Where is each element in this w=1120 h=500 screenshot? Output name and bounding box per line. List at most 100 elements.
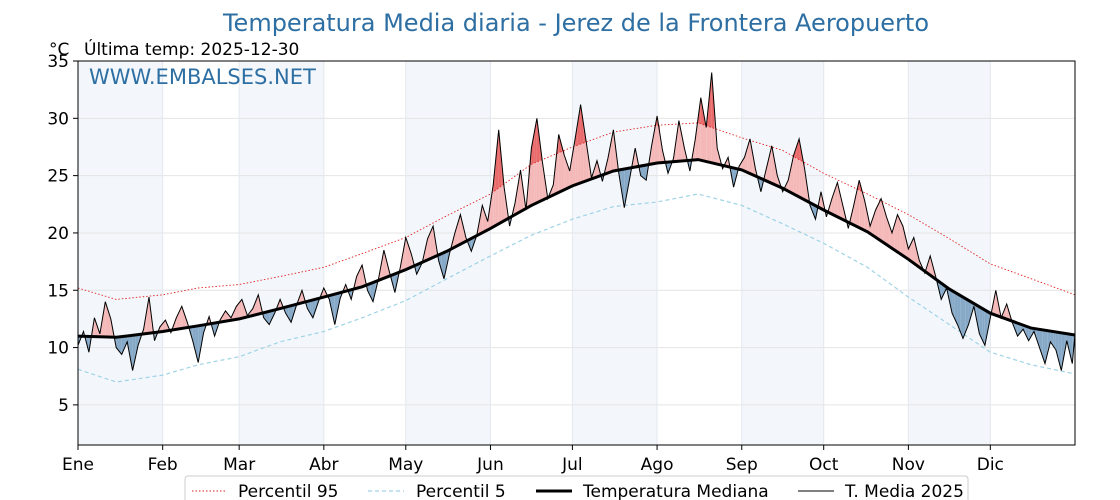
warm-anomaly-fill [105,301,109,338]
warm-anomaly-fill [749,138,753,175]
cold-anomaly-fill [1028,327,1032,341]
warm-anomaly-fill [594,160,597,178]
y-tick-label: 25 [47,167,69,187]
cold-anomaly-fill [952,290,955,319]
warm-anomaly-fill [913,237,917,266]
warm-anomaly-fill [911,237,914,264]
warm-anomaly-fill [506,206,510,227]
warm-anomaly-fill [433,226,436,258]
cold-anomaly-fill [118,336,122,355]
y-axis-ticks: 5 10 15 20 25 30 35 [47,52,78,416]
warm-anomaly-fill [859,180,862,230]
warm-anomaly-fill [241,299,245,319]
warm-anomaly-fill [853,192,857,227]
y-tick-label: 5 [58,396,69,416]
warm-anomaly-fill [993,290,996,316]
warm-anomaly-fill [771,145,775,185]
x-tick-label: Mar [223,455,255,475]
warm-anomaly-fill [403,237,406,271]
cold-anomaly-fill [949,289,953,314]
cold-anomaly-fill [640,165,644,178]
warm-anomaly-fill [569,154,573,188]
warm-anomaly-fill [657,116,660,164]
warm-anomaly-fill [225,310,229,322]
warm-anomaly-fill [840,193,843,220]
cold-anomaly-fill [198,325,201,363]
x-tick-label: Feb [148,455,178,475]
watermark: WWW.EMBALSES.NET [89,65,316,89]
cold-anomaly-fill [132,334,136,371]
cold-anomaly-fill [1042,329,1045,364]
warm-anomaly-fill [542,161,546,201]
y-axis-unit: °C [49,40,69,60]
cold-anomaly-fill [291,305,294,323]
y-tick-label: 20 [47,224,69,244]
extreme-warm-fill [577,104,581,145]
month-band [741,61,824,445]
cold-anomaly-fill [312,299,316,318]
month-band [239,61,324,445]
warm-anomaly-fill [1003,304,1007,320]
x-tick-label: Ago [641,455,674,475]
cold-anomaly-fill [121,336,125,355]
month-band [572,61,658,445]
chart-title: Temperatura Media diaria - Jerez de la F… [222,9,929,37]
warm-anomaly-fill [875,204,879,240]
legend-p95-label: Percentil 95 [238,482,338,500]
warm-anomaly-fill [851,205,854,225]
x-tick-label: Nov [892,455,925,475]
cold-anomaly-fill [1025,326,1029,341]
warm-anomaly-fill [405,237,409,270]
warm-anomaly-fill [146,297,150,334]
warm-anomaly-fill [383,250,387,279]
plot-frame [77,60,1076,446]
cold-anomaly-fill [124,335,128,349]
temp-2025-line [77,72,1076,371]
warm-anomaly-fill [479,205,483,235]
warm-anomaly-fill [252,301,256,316]
x-tick-label: Ene [62,455,94,475]
cold-anomaly-fill [957,293,961,332]
warm-anomaly-fill [905,237,909,260]
cold-anomaly-fill [307,300,311,314]
cold-anomaly-fill [621,169,625,208]
cold-anomaly-fill [192,326,196,352]
warm-anomaly-fill [897,214,901,254]
cold-anomaly-fill [1061,332,1065,371]
cold-anomaly-fill [963,297,966,339]
warm-anomaly-fill [881,198,884,243]
x-tick-label: Dic [977,455,1004,475]
legend-box [184,475,969,500]
x-tick-label: Abr [309,455,338,475]
warm-anomaly-fill [159,323,163,332]
cold-anomaly-fill [441,252,445,279]
cold-anomaly-fill [1053,331,1056,350]
warm-anomaly-fill [744,148,748,173]
extreme-warm-fill [531,133,535,165]
cold-anomaly-fill [733,167,737,188]
warm-anomaly-fill [179,306,182,329]
warm-anomaly-fill [834,182,838,217]
warm-anomaly-fill [460,214,464,245]
warm-anomaly-fill [586,141,589,181]
cold-anomaly-fill [1055,331,1059,361]
warm-anomaly-fill [520,169,524,212]
x-tick-label: Oct [809,455,839,475]
warm-anomaly-fill [424,238,428,262]
extreme-warm-fill [796,138,800,160]
warm-anomaly-fill [695,118,699,160]
warm-anomaly-fill [408,245,412,269]
cold-anomaly-fill [624,168,628,208]
warm-anomaly-fill [255,294,259,315]
cold-anomaly-fill [367,283,371,296]
cold-anomaly-fill [332,294,335,325]
warm-anomaly-fill [490,184,494,229]
x-tick-label: Sep [726,455,758,475]
warm-anomaly-fill [864,200,868,232]
cold-anomaly-fill [979,306,983,340]
warm-anomaly-fill [564,154,567,190]
legend-median-label: Temperatura Mediana [582,482,769,500]
warm-anomaly-fill [359,265,363,288]
legend-2025-label: T. Media 2025 [844,482,964,500]
